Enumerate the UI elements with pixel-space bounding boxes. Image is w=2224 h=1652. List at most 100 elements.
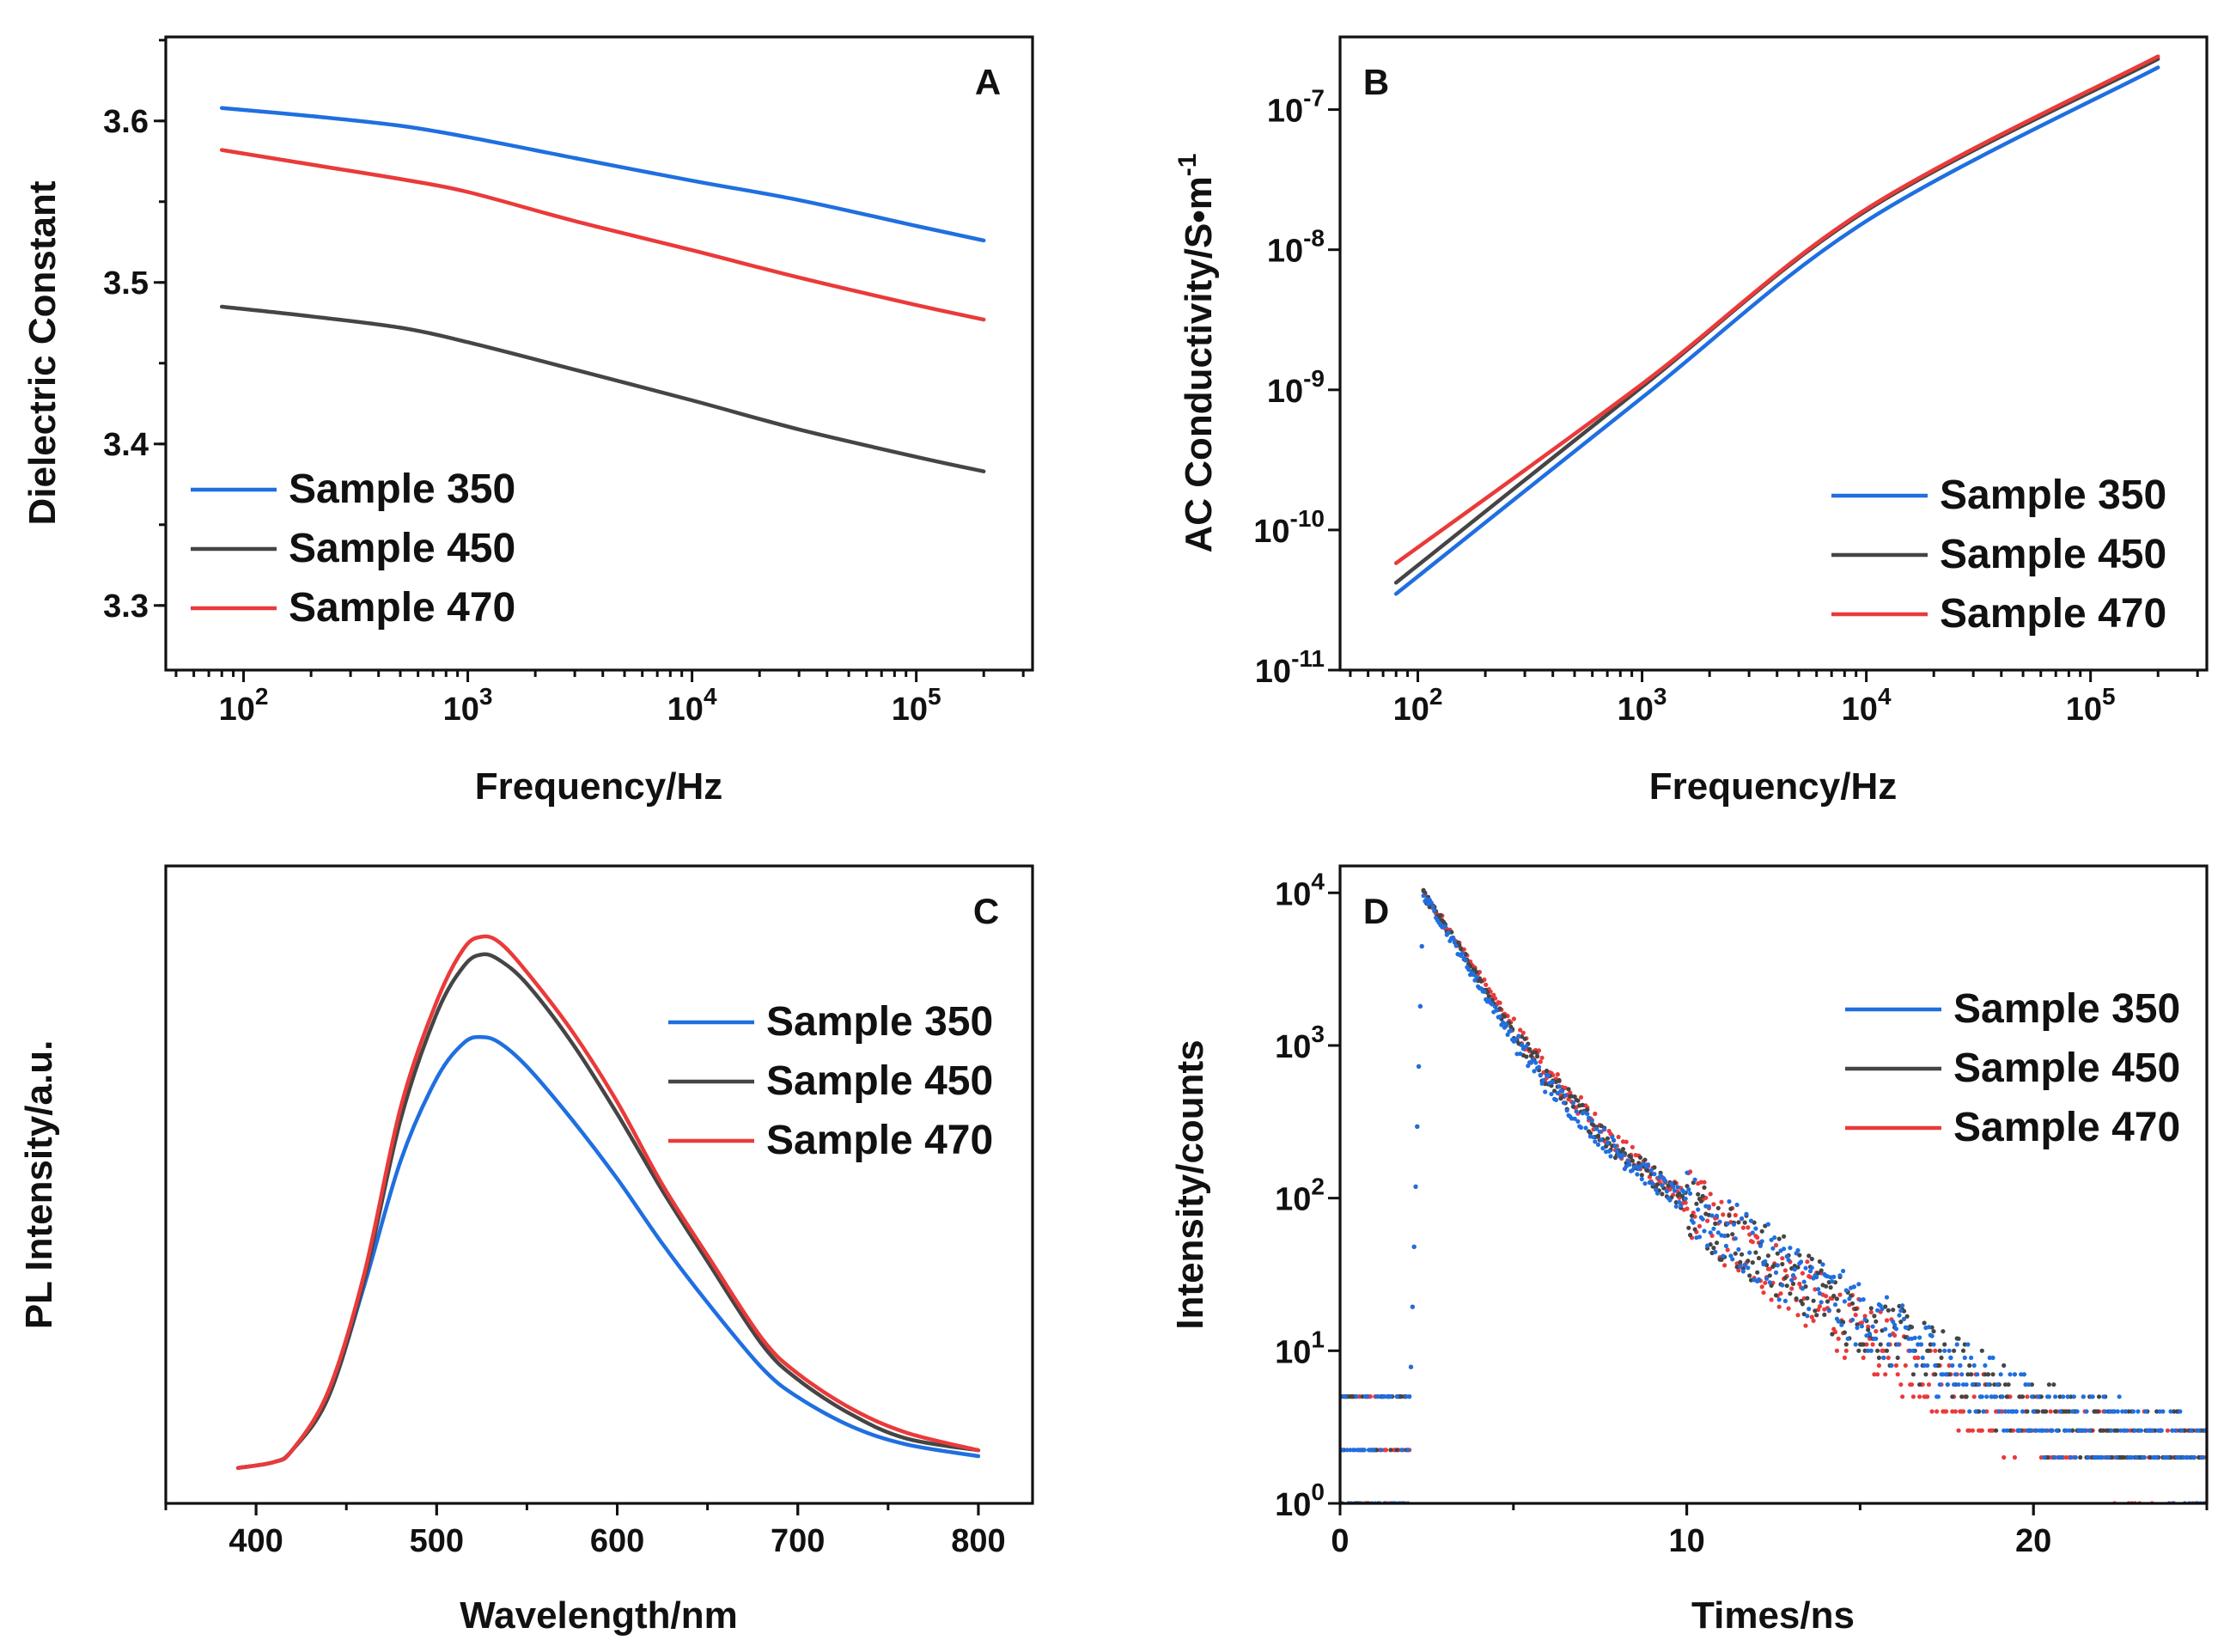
data-point	[1780, 1283, 1785, 1288]
data-point	[1900, 1394, 1905, 1399]
data-point	[1784, 1283, 1789, 1289]
data-point	[1979, 1348, 1984, 1353]
x-tick-label: 103	[1618, 683, 1667, 728]
data-point	[1557, 1077, 1562, 1083]
data-point	[2025, 1394, 2030, 1399]
data-point	[1759, 1239, 1764, 1244]
data-point	[1755, 1234, 1760, 1241]
data-point	[1895, 1355, 1900, 1361]
data-point	[2179, 1428, 2184, 1433]
data-point	[1837, 1292, 1843, 1297]
data-point	[1702, 1185, 1707, 1190]
data-point	[1708, 1192, 1713, 1197]
data-point	[1828, 1285, 1833, 1290]
data-point	[1471, 972, 1476, 978]
data-point	[2051, 1382, 2056, 1387]
data-point	[1822, 1312, 1827, 1317]
data-point	[2182, 1428, 2187, 1433]
data-point	[1962, 1355, 1967, 1361]
data-point	[1831, 1274, 1837, 1279]
data-point	[1572, 1116, 1577, 1121]
y-tick-label: 10-8	[1267, 225, 1325, 270]
data-point	[1824, 1283, 1829, 1289]
data-point	[1375, 1394, 1380, 1399]
data-point	[1560, 1088, 1565, 1094]
data-point	[1849, 1317, 1855, 1322]
data-point	[2160, 1409, 2166, 1414]
data-point	[1792, 1267, 1797, 1272]
data-point	[1929, 1333, 1935, 1338]
data-point	[1728, 1253, 1734, 1259]
data-point	[1660, 1192, 1665, 1197]
x-tick-label: 105	[2066, 683, 2116, 728]
data-point	[1883, 1372, 1888, 1377]
x-tick-label: 500	[410, 1523, 464, 1559]
data-point	[1937, 1348, 1942, 1353]
data-point	[1800, 1286, 1805, 1291]
data-point	[1841, 1268, 1846, 1274]
data-point	[1880, 1307, 1885, 1312]
data-point	[1368, 1394, 1373, 1399]
data-point	[1790, 1281, 1796, 1286]
data-point	[1663, 1179, 1668, 1184]
y-tick-label: 3.5	[103, 265, 149, 302]
data-point	[1765, 1222, 1770, 1227]
data-point	[1555, 1072, 1560, 1077]
data-point	[1765, 1253, 1770, 1259]
y-tick-label: 100	[1275, 1478, 1325, 1523]
data-point	[1864, 1342, 1869, 1347]
data-point	[2002, 1362, 2007, 1369]
data-point	[1625, 1158, 1630, 1163]
data-point	[1926, 1325, 1932, 1330]
data-point	[2046, 1394, 2051, 1399]
data-point	[1917, 1394, 1922, 1399]
data-point	[1788, 1246, 1793, 1251]
data-point	[1694, 1201, 1699, 1206]
data-point	[2115, 1428, 2120, 1433]
data-point	[2105, 1454, 2111, 1460]
data-point	[1533, 1060, 1539, 1065]
data-point	[1889, 1362, 1894, 1369]
data-point	[2170, 1428, 2175, 1433]
data-point	[1482, 989, 1487, 994]
data-point	[1939, 1355, 1944, 1361]
data-point	[1605, 1141, 1610, 1146]
data-point	[1887, 1332, 1892, 1338]
data-point	[1352, 1448, 1357, 1453]
data-point	[1539, 1081, 1545, 1086]
data-point	[1587, 1115, 1592, 1120]
data-point	[1813, 1308, 1818, 1314]
data-point	[1996, 1409, 2002, 1414]
data-point	[1861, 1297, 1866, 1302]
data-point	[1758, 1243, 1763, 1248]
data-point	[1764, 1276, 1770, 1281]
data-point	[1706, 1204, 1711, 1210]
data-point	[1977, 1409, 1982, 1414]
data-point	[1805, 1259, 1810, 1265]
data-point	[2153, 1428, 2158, 1433]
data-point	[1612, 1137, 1617, 1143]
data-point	[1811, 1318, 1816, 1323]
data-point	[1870, 1342, 1875, 1347]
data-point	[1872, 1314, 1877, 1319]
data-point	[2050, 1428, 2055, 1433]
data-point	[2044, 1409, 2049, 1414]
data-point	[1836, 1308, 1841, 1314]
data-point	[1956, 1382, 1961, 1387]
legend-label: Sample 470	[766, 1118, 993, 1163]
legend-label: Sample 470	[289, 585, 515, 631]
data-point	[1714, 1213, 1720, 1218]
data-point	[1970, 1382, 1975, 1387]
data-point	[2081, 1394, 2086, 1399]
data-point	[1886, 1355, 1891, 1361]
data-point	[1599, 1137, 1604, 1143]
data-point	[1918, 1342, 1923, 1347]
data-point	[1773, 1242, 1779, 1248]
plot-area	[1340, 887, 2207, 1503]
data-point	[1533, 1050, 1539, 1055]
data-point	[2165, 1428, 2170, 1433]
data-point	[1861, 1355, 1866, 1361]
data-point	[2070, 1428, 2075, 1433]
data-point	[1843, 1342, 1849, 1347]
data-point	[1620, 1152, 1626, 1157]
